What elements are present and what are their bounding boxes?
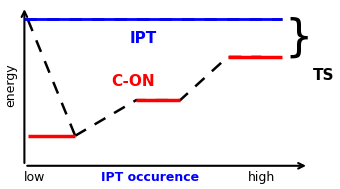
Text: }: }	[285, 17, 313, 60]
Text: IPT occurence: IPT occurence	[101, 170, 199, 184]
Text: low: low	[24, 170, 45, 184]
Text: C-ON: C-ON	[111, 74, 155, 89]
Text: energy: energy	[4, 63, 17, 107]
Text: TS: TS	[313, 68, 335, 83]
Text: high: high	[248, 170, 275, 184]
Text: IPT: IPT	[129, 31, 156, 46]
